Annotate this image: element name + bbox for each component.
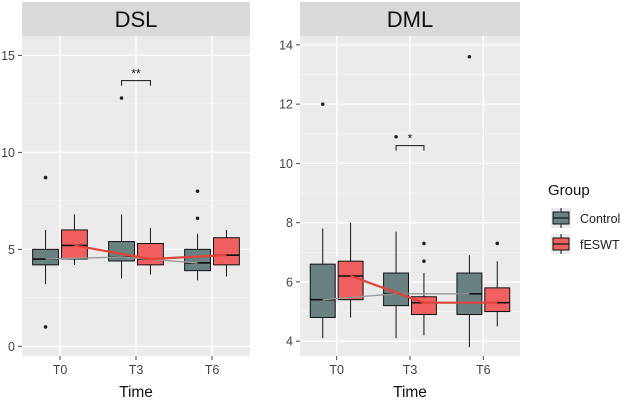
box-body bbox=[61, 229, 88, 260]
significance-bracket bbox=[121, 80, 151, 86]
x-axis-title: Time bbox=[393, 384, 427, 401]
y-tick-label: 4 bbox=[286, 335, 293, 349]
legend-title: Group bbox=[548, 182, 590, 199]
significance-bracket bbox=[395, 145, 425, 151]
panel-dsl: DSL 0 5 10 15 T0 T3 T6 Time ** bbox=[1, 2, 250, 401]
box-body bbox=[213, 237, 240, 266]
outlier-point bbox=[195, 216, 200, 221]
outlier-point bbox=[467, 54, 472, 59]
outlier-point bbox=[320, 102, 325, 106]
y-tick-label: 10 bbox=[1, 146, 15, 160]
box-body bbox=[137, 243, 164, 266]
significance-label: * bbox=[408, 132, 413, 146]
box-body bbox=[184, 248, 211, 272]
outlier-point bbox=[43, 325, 48, 329]
legend-item-control: Control bbox=[551, 208, 620, 228]
x-tick-label: T0 bbox=[53, 363, 68, 377]
box-body bbox=[32, 248, 59, 266]
box-feswt-t6 bbox=[213, 229, 240, 277]
legend-label-feswt: fESWT bbox=[580, 238, 620, 252]
legend: Group Control fESWT bbox=[548, 182, 620, 254]
y-tick-label: 5 bbox=[8, 243, 15, 257]
y-tick-label: 15 bbox=[1, 49, 15, 63]
x-tick-label: T6 bbox=[476, 363, 491, 377]
box-feswt-t0 bbox=[337, 222, 364, 318]
trend-line-control bbox=[322, 293, 470, 301]
y-tick-label: 10 bbox=[279, 157, 293, 171]
outlier-point bbox=[394, 134, 398, 139]
y-tick-label: 12 bbox=[279, 98, 293, 112]
y-tick-label: 8 bbox=[286, 216, 293, 230]
box-feswt-t6 bbox=[484, 241, 511, 327]
outlier-point bbox=[43, 175, 48, 180]
x-tick-label: T6 bbox=[205, 363, 220, 377]
box-control-t0 bbox=[309, 102, 336, 339]
panel-dml: DML 4 6 8 10 12 14 T0 T3 T6 Time * bbox=[279, 2, 520, 401]
x-tick-label: T0 bbox=[329, 363, 344, 377]
x-axis-title: Time bbox=[119, 384, 153, 401]
legend-label-control: Control bbox=[580, 212, 620, 226]
outlier-point bbox=[422, 259, 426, 263]
box-body bbox=[337, 260, 364, 301]
y-tick-label: 14 bbox=[279, 38, 293, 52]
outlier-point bbox=[422, 241, 426, 246]
box-body bbox=[309, 263, 336, 318]
facet-strip bbox=[22, 2, 250, 36]
significance-label: ** bbox=[131, 67, 141, 81]
box-body bbox=[484, 287, 511, 313]
y-tick-label: 6 bbox=[286, 275, 293, 289]
trend-line-control bbox=[45, 256, 198, 264]
outlier-point bbox=[195, 189, 200, 193]
outlier-point bbox=[119, 96, 124, 100]
facet-strip bbox=[300, 2, 520, 36]
facet-title: DML bbox=[387, 7, 433, 32]
x-tick-label: T3 bbox=[129, 363, 144, 377]
y-tick-label: 0 bbox=[8, 340, 15, 354]
trend-line-feswt bbox=[350, 274, 498, 304]
x-tick-label: T3 bbox=[403, 363, 418, 377]
facet-title: DSL bbox=[115, 7, 158, 32]
outlier-point bbox=[495, 241, 500, 246]
legend-item-feswt: fESWT bbox=[551, 234, 620, 254]
trend-line-feswt bbox=[74, 244, 227, 261]
